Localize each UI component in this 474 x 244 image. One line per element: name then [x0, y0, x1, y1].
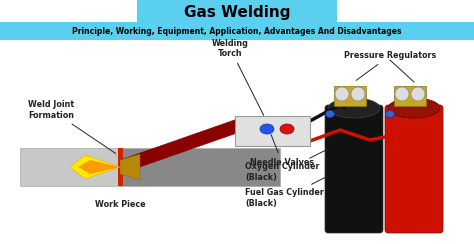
Text: Needle Valves: Needle Valves — [250, 135, 314, 167]
Text: Gas Welding: Gas Welding — [184, 4, 290, 20]
Text: Pressure Regulators: Pressure Regulators — [344, 51, 436, 80]
Bar — [235, 116, 310, 146]
Bar — [0, 40, 474, 244]
Bar — [20, 148, 120, 186]
Circle shape — [411, 87, 425, 101]
Ellipse shape — [328, 98, 380, 118]
Ellipse shape — [385, 111, 394, 118]
Polygon shape — [70, 155, 120, 179]
Text: Principle, Working, Equipment, Application, Advantages And Disadvantages: Principle, Working, Equipment, Applicati… — [72, 27, 402, 35]
Text: Fuel Gas Cylinder
(Black): Fuel Gas Cylinder (Black) — [245, 176, 328, 208]
Ellipse shape — [326, 111, 335, 118]
Bar — [120, 148, 280, 186]
Bar — [394, 86, 426, 106]
Ellipse shape — [260, 124, 274, 134]
Bar — [334, 86, 366, 106]
Circle shape — [395, 87, 409, 101]
Bar — [0, 22, 474, 40]
Ellipse shape — [280, 124, 294, 134]
Bar — [137, 0, 337, 22]
Text: Weld Joint
Formation: Weld Joint Formation — [28, 100, 116, 153]
FancyBboxPatch shape — [325, 105, 383, 233]
Circle shape — [335, 87, 349, 101]
Circle shape — [351, 87, 365, 101]
FancyBboxPatch shape — [385, 105, 443, 233]
Text: Work Piece: Work Piece — [95, 200, 146, 209]
Text: Welding
Torch: Welding Torch — [211, 39, 264, 115]
Text: Oxygen Cylinder
(Black): Oxygen Cylinder (Black) — [245, 149, 328, 182]
Bar — [118, 148, 123, 186]
Ellipse shape — [388, 98, 440, 118]
Polygon shape — [120, 154, 140, 180]
Polygon shape — [78, 160, 120, 174]
Polygon shape — [120, 118, 240, 174]
